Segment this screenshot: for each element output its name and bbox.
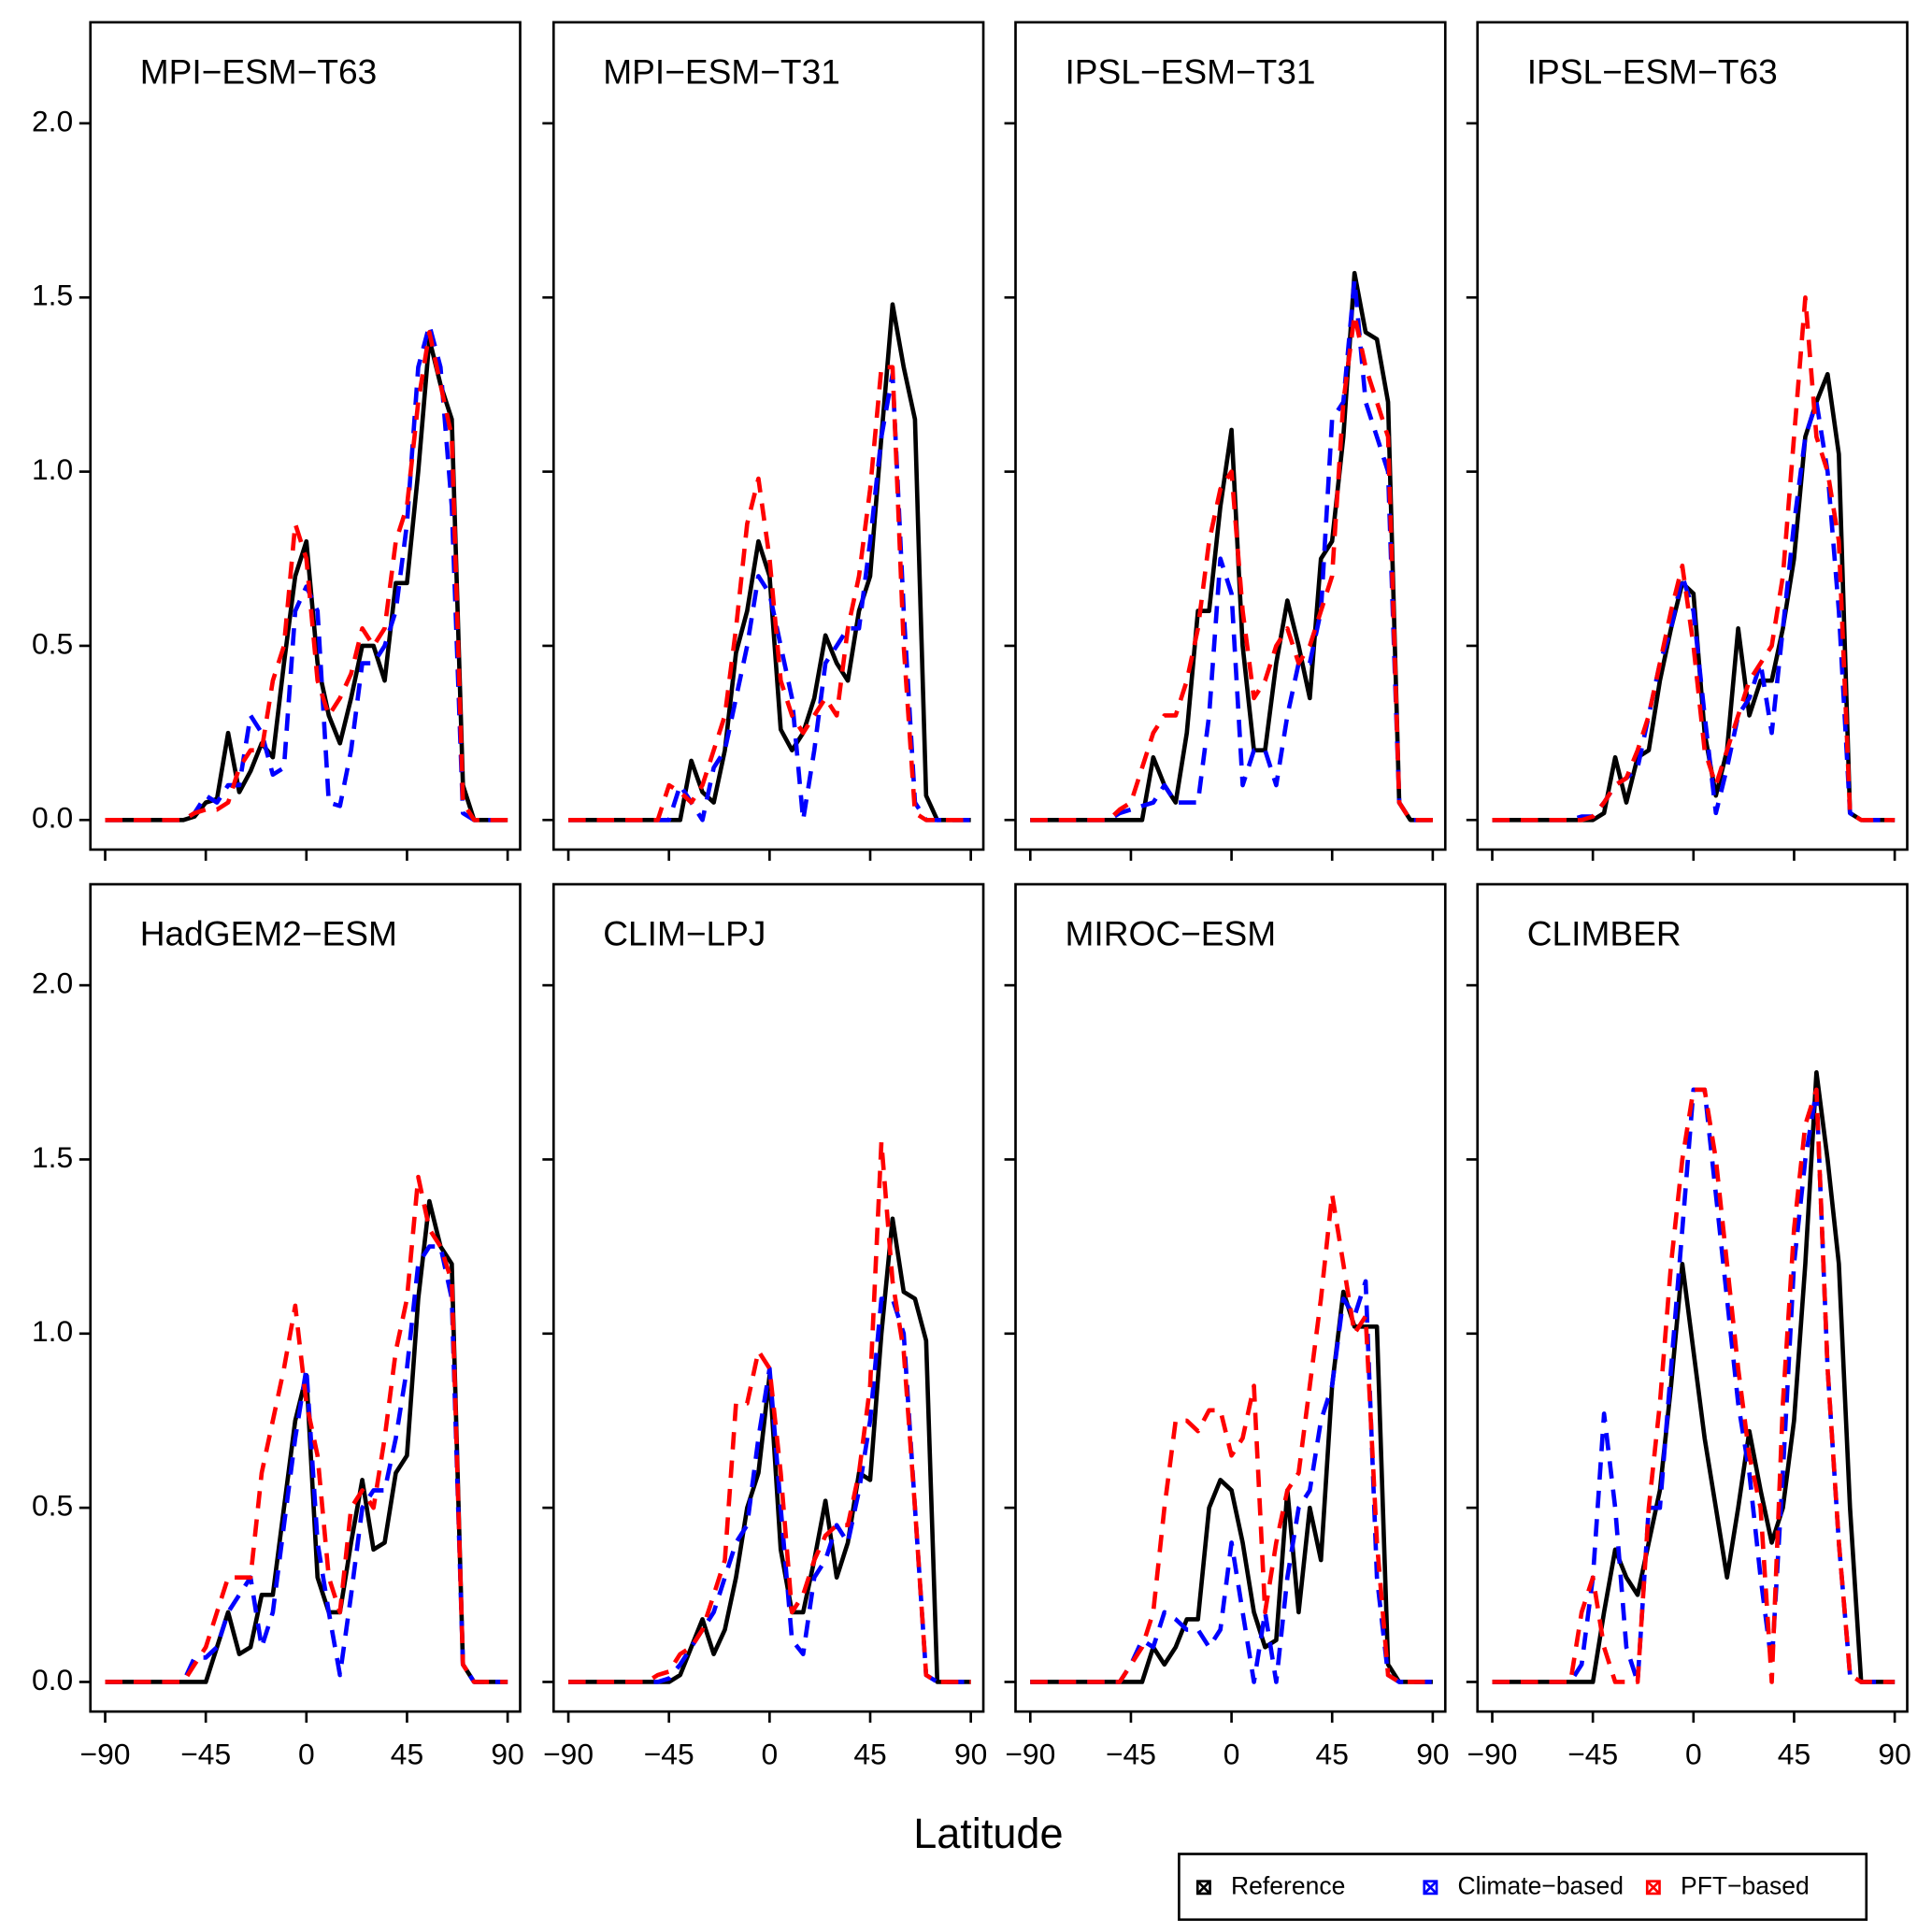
data-line — [105, 1174, 508, 1684]
legend-marker — [1195, 1880, 1211, 1896]
panel-title: IPSL−ESM−T63 — [1527, 51, 1778, 91]
legend-box — [1178, 1853, 1868, 1922]
data-line — [105, 1244, 508, 1684]
x-axis-label: Latitude — [913, 1810, 1063, 1857]
x-tick-label: −45 — [1106, 1737, 1156, 1770]
x-tick-label: 0 — [1685, 1737, 1702, 1770]
panel-frame — [551, 21, 985, 852]
legend-marker — [1645, 1880, 1661, 1896]
data-line — [1492, 294, 1896, 823]
panel-title: MPI−ESM−T31 — [603, 51, 840, 91]
data-line — [568, 365, 971, 823]
x-tick-label: 45 — [1316, 1737, 1349, 1770]
panel-title: HadGEM2−ESM — [140, 913, 397, 952]
data-line — [1030, 278, 1433, 823]
x-tick-label: −90 — [543, 1737, 594, 1770]
data-line — [568, 1296, 971, 1684]
x-tick-label: 90 — [491, 1737, 523, 1770]
x-tick-label: −45 — [644, 1737, 694, 1770]
x-tick-label: −45 — [1567, 1737, 1618, 1770]
y-tick-label: 1.5 — [32, 1140, 73, 1174]
panel-title: CLIM−LPJ — [603, 913, 766, 952]
y-tick-label: 2.0 — [32, 104, 73, 137]
x-tick-label: 45 — [1778, 1737, 1810, 1770]
data-line — [105, 330, 508, 823]
data-line — [1030, 1192, 1433, 1684]
data-line — [1492, 1069, 1896, 1684]
legend-marker-cross — [1196, 1880, 1211, 1895]
y-tick-label: 0.5 — [32, 1489, 73, 1523]
data-line — [1492, 371, 1896, 823]
legend-marker — [1423, 1880, 1438, 1896]
legend-label: Reference — [1231, 1871, 1345, 1899]
x-tick-label: 90 — [1878, 1737, 1911, 1770]
data-line — [1030, 312, 1433, 823]
x-tick-label: −90 — [1467, 1737, 1518, 1770]
panel-title: MPI−ESM−T63 — [140, 51, 378, 91]
data-line — [105, 336, 508, 823]
y-tick-label: 0.0 — [32, 801, 73, 835]
x-tick-label: −90 — [80, 1737, 131, 1770]
panel-frame — [89, 882, 522, 1713]
legend-label: Climate−based — [1458, 1871, 1624, 1899]
data-line — [1492, 1087, 1896, 1684]
y-tick-label: 1.0 — [32, 1314, 73, 1348]
y-tick-label: 0.0 — [32, 1663, 73, 1696]
panel-frame — [1476, 21, 1909, 852]
panel-frame — [89, 21, 522, 852]
x-tick-label: 0 — [1224, 1737, 1240, 1770]
x-tick-label: 90 — [954, 1737, 987, 1770]
legend-marker-cross — [1646, 1880, 1661, 1895]
data-line — [1030, 270, 1433, 823]
x-tick-label: −90 — [1005, 1737, 1055, 1770]
panel-title: CLIMBER — [1527, 913, 1682, 952]
panel-title: IPSL−ESM−T31 — [1065, 51, 1315, 91]
x-tick-label: 0 — [762, 1737, 779, 1770]
x-tick-label: 0 — [298, 1737, 315, 1770]
y-tick-label: 1.5 — [32, 279, 73, 312]
x-tick-label: 90 — [1416, 1737, 1449, 1770]
x-tick-label: −45 — [180, 1737, 231, 1770]
panel-title: MIROC−ESM — [1065, 913, 1276, 952]
y-tick-label: 0.5 — [32, 626, 73, 660]
x-tick-label: 45 — [853, 1737, 886, 1770]
data-line — [568, 1139, 971, 1684]
y-tick-label: 2.0 — [32, 966, 73, 1000]
data-line — [1492, 399, 1896, 823]
x-tick-label: 45 — [391, 1737, 423, 1770]
y-tick-label: 1.0 — [32, 452, 73, 486]
data-line — [1492, 1087, 1896, 1684]
legend-marker-cross — [1423, 1880, 1438, 1895]
legend-label: PFT−based — [1681, 1871, 1810, 1899]
